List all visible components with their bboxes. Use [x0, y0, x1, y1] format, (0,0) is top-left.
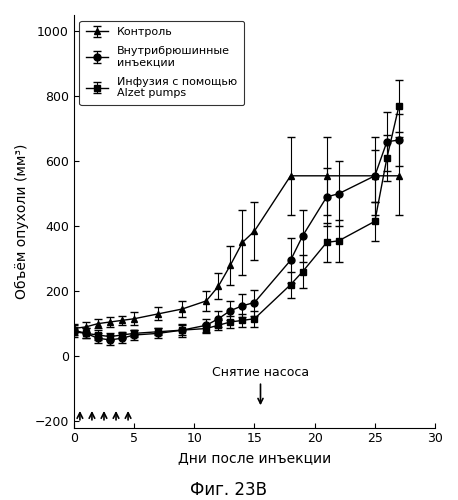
Text: Снятие насоса: Снятие насоса — [212, 366, 309, 404]
Text: Фиг. 23В: Фиг. 23В — [191, 481, 267, 499]
Y-axis label: Объём опухоли (мм³): Объём опухоли (мм³) — [15, 144, 29, 299]
Legend: Контроль, Внутрибрюшинные
инъекции, Инфузия с помощью
Alzet pumps: Контроль, Внутрибрюшинные инъекции, Инфу… — [79, 20, 244, 105]
X-axis label: Дни после инъекции: Дни после инъекции — [178, 451, 331, 465]
